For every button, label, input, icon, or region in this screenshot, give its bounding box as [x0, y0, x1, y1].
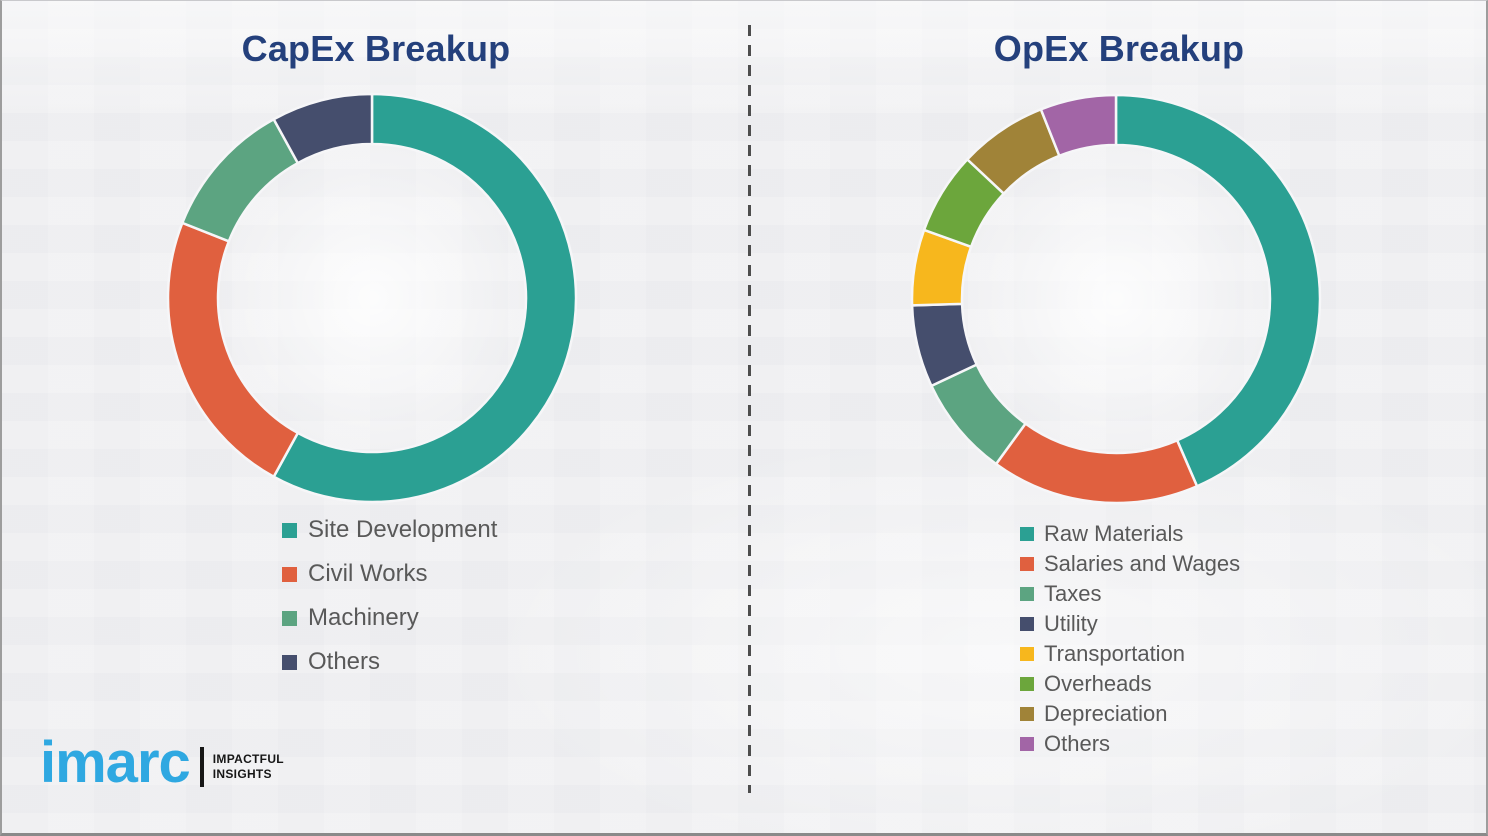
legend-item-depreciation: Depreciation — [1020, 699, 1240, 729]
legend-item-others: Others — [1020, 729, 1240, 759]
donut-segment-salaries-and-wages — [994, 421, 1199, 505]
legend-label: Site Development — [308, 516, 498, 543]
capex-panel: CapEx Breakup Site Development Civil Work… — [2, 1, 750, 833]
legend-label: Raw Materials — [1044, 521, 1184, 546]
logo-tagline: IMPACTFUL INSIGHTS — [213, 752, 284, 783]
donut-segment-machinery — [180, 117, 300, 243]
logo-tagline-line2: INSIGHTS — [212, 767, 272, 782]
legend-swatch — [1020, 737, 1034, 751]
legend-item-machinery: Machinery — [282, 596, 497, 640]
donut-segment-site-development — [272, 92, 578, 504]
legend-label: Machinery — [308, 604, 419, 631]
capex-donut-chart — [166, 92, 578, 504]
opex-donut-chart — [910, 93, 1322, 505]
legend-swatch — [1020, 647, 1034, 661]
legend-label: Utility — [1044, 611, 1098, 636]
legend-label: Depreciation — [1044, 701, 1168, 726]
legend-swatch — [282, 522, 297, 538]
legend-item-site-development: Site Development — [282, 508, 497, 552]
donut-segment-others — [272, 92, 374, 165]
opex-legend: Raw Materials Salaries and Wages Taxes Util… — [1020, 519, 1240, 759]
legend-swatch — [1020, 527, 1034, 541]
imarc-wordmark: imarc — [40, 730, 191, 795]
donut-segment-civil-works — [166, 221, 300, 479]
legend-label: Others — [308, 648, 381, 675]
legend-item-utility: Utility — [1020, 609, 1240, 639]
legend-swatch — [282, 610, 297, 626]
legend-item-taxes: Taxes — [1020, 579, 1240, 609]
legend-label: Taxes — [1044, 581, 1102, 606]
legend-item-overheads: Overheads — [1020, 669, 1240, 699]
donut-segment-others — [1039, 93, 1118, 158]
legend-swatch — [1020, 677, 1034, 691]
legend-label: Overheads — [1044, 671, 1152, 696]
legend-item-others: Others — [282, 640, 497, 684]
legend-swatch — [282, 654, 297, 670]
capex-legend: Site Development Civil Works Machinery Othe… — [282, 508, 497, 684]
logo-divider-bar — [199, 747, 204, 788]
legend-item-civil-works: Civil Works — [282, 552, 497, 596]
legend-item-salaries-and-wages: Salaries and Wages — [1020, 549, 1240, 579]
legend-swatch — [1020, 617, 1034, 631]
legend-label: Civil Works — [308, 560, 428, 587]
legend-swatch — [1020, 707, 1034, 721]
legend-item-raw-materials: Raw Materials — [1020, 519, 1240, 549]
legend-label: Transportation — [1044, 641, 1186, 666]
logo-tagline-line1: IMPACTFUL — [212, 751, 284, 766]
capex-title: CapEx Breakup — [241, 28, 511, 69]
donut-segment-raw-materials — [1114, 93, 1322, 488]
opex-panel: OpEx Breakup Raw Materials Salaries and W… — [750, 1, 1486, 833]
legend-swatch — [282, 566, 297, 582]
imarc-logo: imarc IMPACTFUL INSIGHTS — [40, 730, 284, 795]
opex-title: OpEx Breakup — [993, 28, 1245, 69]
legend-label: Others — [1044, 731, 1111, 756]
legend-swatch — [1020, 587, 1034, 601]
legend-item-transportation: Transportation — [1020, 639, 1240, 669]
legend-label: Salaries and Wages — [1044, 551, 1241, 576]
legend-swatch — [1020, 557, 1034, 571]
